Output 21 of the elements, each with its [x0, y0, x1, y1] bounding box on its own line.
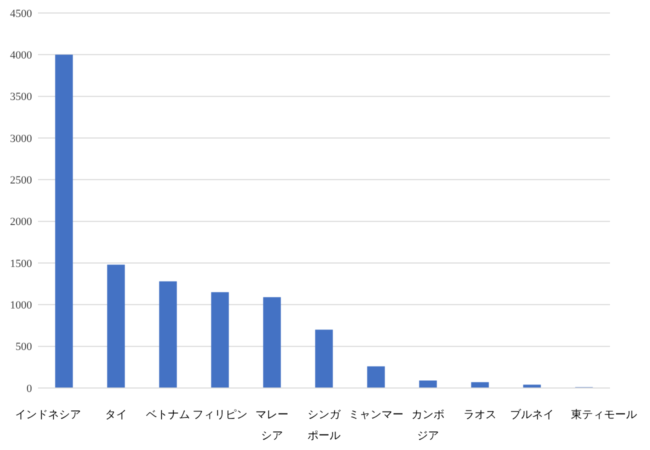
x-tick-label: ラオス [464, 408, 496, 421]
y-tick-label: 3000 [10, 132, 32, 145]
x-tick-label: インドネシア [15, 408, 81, 421]
x-tick-label: 東ティモール [571, 408, 637, 421]
y-tick-label: 3500 [10, 91, 32, 104]
x-tick-label: フィリピン [192, 408, 248, 421]
y-tick-label: 500 [16, 341, 32, 354]
y-tick-label: 1500 [10, 258, 32, 270]
y-tick-label: 0 [26, 382, 32, 395]
x-tick-label: ベトナム [146, 408, 190, 421]
x-tick-label: ブルネイ [510, 408, 554, 421]
x-tick-label: マレーシア [256, 408, 288, 442]
x-tick-label: タイ [105, 408, 127, 421]
x-tick-label: ミャンマー [348, 408, 404, 421]
y-tick-label: 4500 [10, 8, 32, 20]
x-tick-label: カンボジア [412, 408, 444, 442]
y-tick-label: 1000 [10, 300, 32, 312]
y-tick-label: 4000 [10, 50, 32, 62]
y-tick-label: 2000 [10, 216, 32, 228]
x-tick-label: シンガポール [308, 408, 342, 442]
y-tick-label: 2500 [10, 174, 32, 187]
